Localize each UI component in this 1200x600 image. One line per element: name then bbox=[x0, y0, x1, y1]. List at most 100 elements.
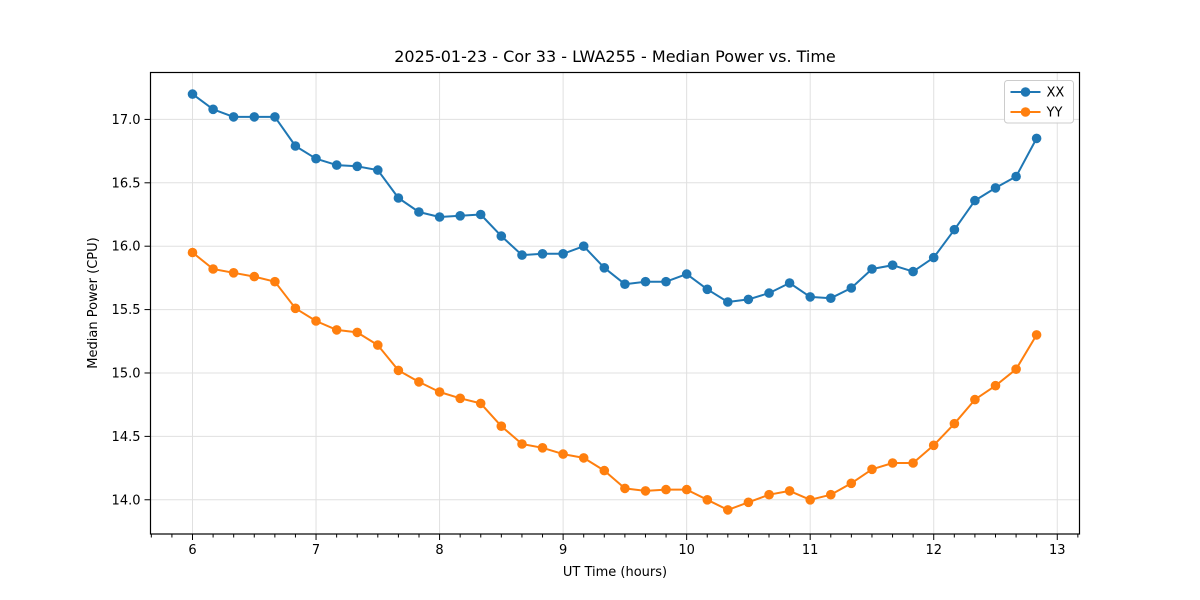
x-tick-label: 8 bbox=[435, 543, 443, 558]
data-point-YY bbox=[517, 439, 527, 449]
data-point-XX bbox=[743, 294, 754, 305]
data-point-XX bbox=[887, 260, 898, 271]
data-point-YY bbox=[578, 453, 589, 463]
y-tick-label: 14.0 bbox=[112, 493, 141, 508]
chart-title: 2025-01-23 - Cor 33 - LWA255 - Median Po… bbox=[394, 47, 836, 66]
data-point-YY bbox=[970, 394, 980, 405]
data-point-YY bbox=[496, 421, 507, 432]
data-point-YY bbox=[908, 458, 918, 468]
legend-marker-YY bbox=[1020, 107, 1031, 117]
data-point-YY bbox=[208, 264, 218, 274]
gridlines bbox=[150, 72, 1080, 534]
y-axis-label: Median Power (CPU) bbox=[86, 237, 101, 368]
data-point-XX bbox=[228, 112, 239, 122]
y-tick-label: 16.5 bbox=[112, 176, 141, 191]
data-point-XX bbox=[475, 209, 486, 220]
data-point-XX bbox=[455, 211, 466, 221]
data-point-YY bbox=[681, 484, 692, 495]
data-point-XX bbox=[187, 89, 198, 99]
data-point-YY bbox=[270, 276, 280, 287]
data-point-XX bbox=[578, 241, 589, 251]
data-point-XX bbox=[640, 276, 651, 287]
data-point-XX bbox=[1031, 133, 1042, 144]
data-point-YY bbox=[846, 478, 857, 489]
data-point-XX bbox=[414, 207, 424, 217]
data-point-XX bbox=[496, 231, 507, 241]
x-axis: 6 7 8 9 10 11 12 13 bbox=[150, 534, 1079, 558]
data-point-XX bbox=[908, 266, 918, 277]
data-point-XX bbox=[867, 264, 877, 274]
x-tick-label: 9 bbox=[559, 543, 567, 558]
data-point-YY bbox=[558, 449, 568, 459]
x-tick-label: 6 bbox=[188, 543, 196, 558]
data-point-YY bbox=[805, 495, 815, 505]
plot-area: 6 7 8 9 10 11 12 13 14.0 14.5 15.0 15.5 16.0 16.5 17.0 bbox=[112, 71, 1081, 558]
data-point-YY bbox=[352, 327, 363, 338]
y-axis: 14.0 14.5 15.0 15.5 16.0 16.5 17.0 bbox=[112, 113, 151, 508]
data-point-XX bbox=[681, 269, 692, 279]
data-point-YY bbox=[1031, 330, 1042, 340]
data-point-YY bbox=[1011, 364, 1021, 375]
data-point-XX bbox=[702, 284, 713, 295]
data-point-YY bbox=[311, 316, 321, 326]
legend: XX YY bbox=[1004, 80, 1074, 124]
data-point-XX bbox=[208, 104, 218, 115]
data-point-YY bbox=[723, 505, 733, 515]
data-point-XX bbox=[661, 276, 671, 287]
data-point-YY bbox=[887, 458, 898, 468]
data-point-XX bbox=[558, 249, 568, 259]
x-axis-label: UT Time (hours) bbox=[563, 565, 667, 580]
data-point-YY bbox=[784, 486, 795, 496]
data-point-YY bbox=[743, 497, 754, 508]
data-point-YY bbox=[764, 489, 774, 500]
data-point-XX bbox=[434, 212, 445, 222]
data-point-YY bbox=[290, 303, 301, 314]
data-point-YY bbox=[475, 398, 486, 409]
y-tick-label: 15.5 bbox=[112, 303, 141, 318]
data-point-YY bbox=[249, 271, 260, 282]
x-tick-label: 13 bbox=[1049, 543, 1066, 558]
data-point-XX bbox=[764, 288, 774, 298]
data-point-YY bbox=[702, 495, 713, 505]
data-point-XX bbox=[826, 293, 836, 304]
data-point-YY bbox=[393, 365, 404, 376]
data-point-XX bbox=[537, 249, 548, 259]
data-point-YY bbox=[537, 443, 548, 453]
data-point-YY bbox=[990, 380, 1001, 391]
x-tick-label: 11 bbox=[802, 543, 819, 558]
data-point-XX bbox=[290, 141, 301, 151]
data-point-YY bbox=[414, 377, 424, 387]
series-YY bbox=[187, 247, 1042, 515]
data-point-YY bbox=[455, 393, 466, 404]
data-point-YY bbox=[949, 418, 960, 429]
x-tick-label: 12 bbox=[925, 543, 942, 558]
legend-label-YY: YY bbox=[1046, 106, 1063, 121]
data-point-YY bbox=[928, 440, 939, 451]
data-point-XX bbox=[393, 193, 404, 203]
data-point-YY bbox=[599, 465, 610, 476]
data-point-XX bbox=[949, 224, 960, 235]
data-point-XX bbox=[805, 292, 815, 302]
legend-marker-XX bbox=[1020, 87, 1031, 97]
data-point-XX bbox=[723, 297, 733, 307]
data-point-YY bbox=[434, 387, 445, 397]
legend-label-XX: XX bbox=[1047, 86, 1065, 101]
x-tick-label: 10 bbox=[678, 543, 695, 558]
data-point-YY bbox=[228, 268, 239, 278]
y-tick-label: 16.0 bbox=[112, 240, 141, 255]
data-point-XX bbox=[970, 195, 980, 206]
data-point-XX bbox=[331, 160, 342, 170]
data-point-XX bbox=[373, 165, 383, 175]
data-point-XX bbox=[620, 279, 630, 290]
data-point-XX bbox=[311, 153, 321, 164]
data-point-XX bbox=[517, 250, 527, 260]
data-point-XX bbox=[352, 161, 363, 172]
data-point-YY bbox=[826, 489, 836, 500]
data-point-YY bbox=[640, 486, 651, 496]
y-tick-label: 17.0 bbox=[112, 113, 141, 128]
y-tick-label: 14.5 bbox=[112, 430, 141, 445]
x-tick-label: 7 bbox=[312, 543, 320, 558]
data-point-XX bbox=[846, 283, 857, 293]
plot-border bbox=[149, 71, 1081, 535]
